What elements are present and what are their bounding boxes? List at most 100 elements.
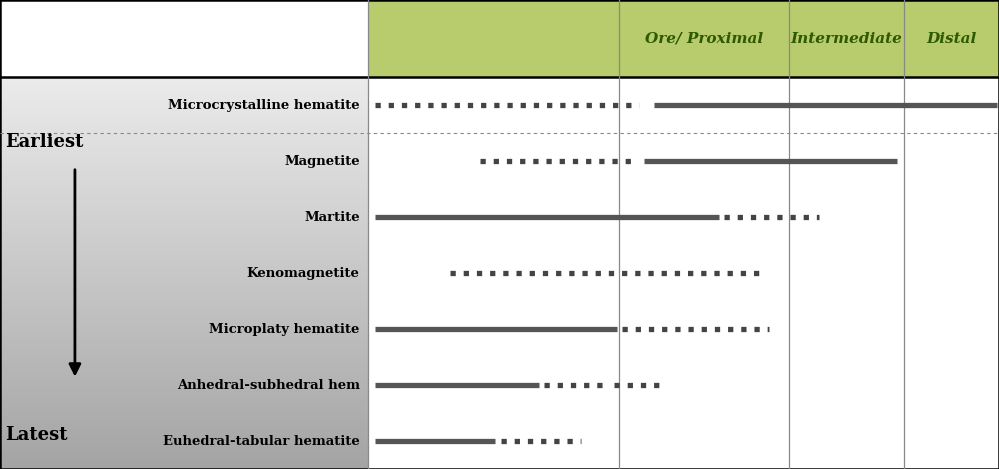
Bar — [0, 199, 368, 201]
Bar — [0, 277, 368, 279]
Bar — [0, 226, 368, 228]
Text: Intermediate: Intermediate — [791, 32, 902, 45]
Bar — [0, 211, 368, 212]
Bar — [0, 402, 368, 404]
Bar — [0, 201, 368, 203]
Bar — [0, 279, 368, 281]
Bar — [0, 195, 368, 197]
Bar — [0, 197, 368, 199]
Bar — [0, 446, 368, 447]
Bar — [0, 230, 368, 232]
Bar — [0, 191, 368, 193]
Bar — [0, 426, 368, 428]
Bar — [0, 238, 368, 240]
Bar — [0, 397, 368, 399]
Bar — [0, 122, 368, 124]
Bar — [0, 209, 368, 211]
Bar — [0, 175, 368, 177]
Bar — [0, 303, 368, 304]
Text: Microplaty hematite: Microplaty hematite — [209, 323, 360, 336]
Bar — [0, 99, 368, 101]
Bar — [0, 189, 368, 191]
Bar — [0, 156, 368, 158]
Bar — [0, 85, 368, 87]
Bar — [0, 312, 368, 314]
Bar — [0, 373, 368, 375]
Bar — [0, 451, 368, 454]
Bar — [0, 187, 368, 189]
Bar — [0, 449, 368, 451]
Bar — [0, 220, 368, 222]
Text: Ore/ Proximal: Ore/ Proximal — [645, 32, 763, 45]
Text: Earliest: Earliest — [5, 133, 83, 151]
Bar — [0, 297, 368, 299]
Bar — [0, 228, 368, 230]
Bar — [0, 291, 368, 293]
Bar — [0, 81, 368, 83]
Bar — [0, 87, 368, 89]
Bar — [0, 134, 368, 136]
Bar — [0, 150, 368, 152]
Bar — [0, 385, 368, 387]
Bar — [0, 463, 368, 465]
Bar — [0, 246, 368, 248]
Bar — [0, 252, 368, 254]
Bar — [0, 129, 368, 130]
Bar — [0, 334, 368, 336]
Bar — [0, 338, 368, 340]
Bar — [0, 357, 368, 359]
Bar — [0, 103, 368, 105]
Bar — [0, 365, 368, 367]
Bar — [0, 204, 368, 207]
Bar — [368, 0, 999, 77]
Bar — [0, 389, 368, 391]
Bar — [0, 117, 368, 119]
Bar — [0, 207, 368, 209]
Bar — [0, 130, 368, 132]
Bar — [0, 316, 368, 318]
Text: Magnetite: Magnetite — [284, 155, 360, 168]
Bar — [0, 344, 368, 346]
Bar — [0, 391, 368, 393]
Bar — [0, 264, 368, 265]
Bar — [0, 248, 368, 250]
Bar — [0, 124, 368, 126]
Bar — [0, 114, 368, 117]
Bar — [0, 222, 368, 224]
Bar — [0, 121, 368, 122]
Bar — [0, 285, 368, 287]
Bar — [0, 219, 368, 220]
Bar — [0, 322, 368, 324]
Text: Martite: Martite — [304, 211, 360, 224]
Bar — [368, 77, 999, 469]
Text: Distal: Distal — [926, 32, 977, 45]
Bar — [0, 89, 368, 91]
Bar — [0, 169, 368, 171]
Bar — [0, 356, 368, 357]
Bar — [0, 267, 368, 269]
Bar — [0, 424, 368, 426]
Bar — [0, 342, 368, 344]
Bar — [0, 383, 368, 385]
Bar — [0, 242, 368, 244]
Bar — [0, 203, 368, 204]
Bar — [0, 299, 368, 301]
Bar — [0, 236, 368, 238]
Bar — [0, 459, 368, 461]
Bar — [0, 330, 368, 332]
Bar — [0, 336, 368, 338]
Bar — [0, 430, 368, 432]
Bar — [0, 193, 368, 195]
Bar — [0, 410, 368, 412]
Bar — [0, 250, 368, 252]
Bar — [0, 399, 368, 401]
Bar — [0, 158, 368, 159]
Bar — [0, 136, 368, 138]
Bar — [0, 310, 368, 312]
Bar — [0, 348, 368, 349]
Bar — [0, 171, 368, 174]
Bar — [0, 375, 368, 377]
Bar — [0, 371, 368, 373]
Bar — [0, 95, 368, 97]
Bar — [0, 369, 368, 371]
